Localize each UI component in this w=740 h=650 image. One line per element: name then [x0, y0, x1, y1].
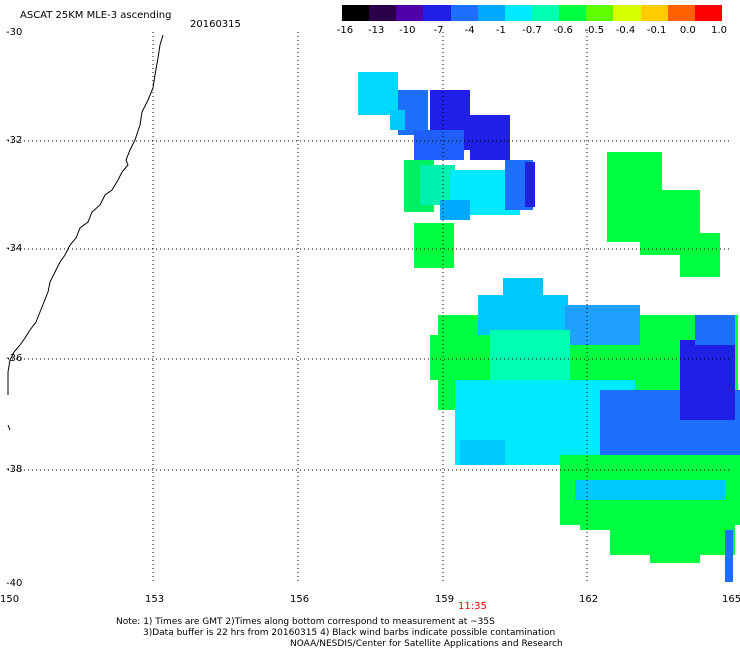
data-cell	[565, 305, 640, 345]
colorbar-swatch	[586, 5, 614, 21]
y-tick: -36	[6, 353, 23, 364]
coastline-fragment	[7, 424, 11, 431]
data-cell	[680, 233, 720, 277]
data-swaths	[358, 72, 740, 582]
colorbar-label: 1.0	[711, 25, 727, 36]
y-tick: -34	[6, 243, 23, 254]
data-cell	[503, 278, 543, 298]
colorbar-label: -7	[433, 25, 444, 36]
data-cell	[460, 440, 505, 465]
colorbar-label: -1	[495, 25, 506, 36]
data-cell	[414, 223, 454, 268]
y-tick: -38	[6, 464, 23, 475]
data-cell	[358, 72, 398, 115]
colorbar-swatch	[613, 5, 641, 21]
colorbar-swatch	[477, 5, 505, 21]
product-title: ASCAT 25KM MLE-3 ascending	[20, 10, 172, 21]
data-cell	[440, 200, 470, 220]
colorbar-label: -0.1	[646, 25, 667, 36]
colorbar-label: -0.5	[584, 25, 605, 36]
grid-lines	[8, 32, 732, 584]
data-cell	[430, 335, 450, 380]
x-tick: 156	[290, 594, 310, 605]
colorbar-swatch	[667, 5, 695, 21]
colorbar-label: -13	[367, 25, 385, 36]
colorbar-label: -10	[399, 25, 416, 36]
y-tick: -40	[6, 578, 23, 589]
note-line-3: NOAA/NESDIS/Center for Satellite Applica…	[290, 639, 563, 649]
data-cell	[478, 295, 568, 335]
x-tick: 150	[0, 594, 20, 605]
colorbar-swatch	[504, 5, 532, 21]
data-cell	[695, 315, 735, 345]
date-label: 20160315	[190, 19, 241, 30]
data-cell	[390, 110, 405, 130]
colorbar-label: -0.6	[553, 25, 573, 36]
colorbar-swatch	[450, 5, 478, 21]
colorbar-swatch	[369, 5, 397, 21]
data-cell	[725, 530, 733, 582]
colorbar-swatch	[423, 5, 451, 21]
x-tick: 165	[722, 594, 740, 605]
colorbar-swatch	[559, 5, 587, 21]
colorbar-swatch	[694, 5, 722, 21]
colorbar-swatch	[342, 5, 370, 21]
colorbar-label: -16	[336, 25, 354, 36]
y-tick: -32	[6, 135, 23, 146]
colorbar-swatch	[396, 5, 424, 21]
data-cell	[470, 115, 510, 160]
x-tick: 153	[145, 594, 165, 605]
y-tick: -30	[6, 27, 23, 38]
colorbar-swatch	[640, 5, 668, 21]
data-cell	[650, 545, 700, 563]
x-tick: 159	[435, 594, 455, 605]
colorbar-label: -4	[464, 25, 475, 36]
x-tick: 162	[579, 594, 599, 605]
note-line-2: 3)Data buffer is 22 hrs from 20160315 4)…	[143, 628, 556, 638]
coastline	[7, 34, 164, 395]
data-cell	[575, 480, 725, 500]
colorbar-label: -0.4	[615, 25, 636, 36]
colorbar	[342, 5, 722, 21]
data-cell	[525, 162, 535, 207]
colorbar-swatch	[531, 5, 560, 21]
colorbar-label: 0.0	[679, 25, 696, 36]
data-cell	[420, 165, 455, 205]
data-cell	[414, 130, 464, 160]
colorbar-label: -0.7	[522, 25, 542, 36]
time-label: 11:35	[458, 601, 487, 612]
note-line-1: Note: 1) Times are GMT 2)Times along bot…	[116, 617, 495, 627]
data-cell	[680, 340, 735, 420]
